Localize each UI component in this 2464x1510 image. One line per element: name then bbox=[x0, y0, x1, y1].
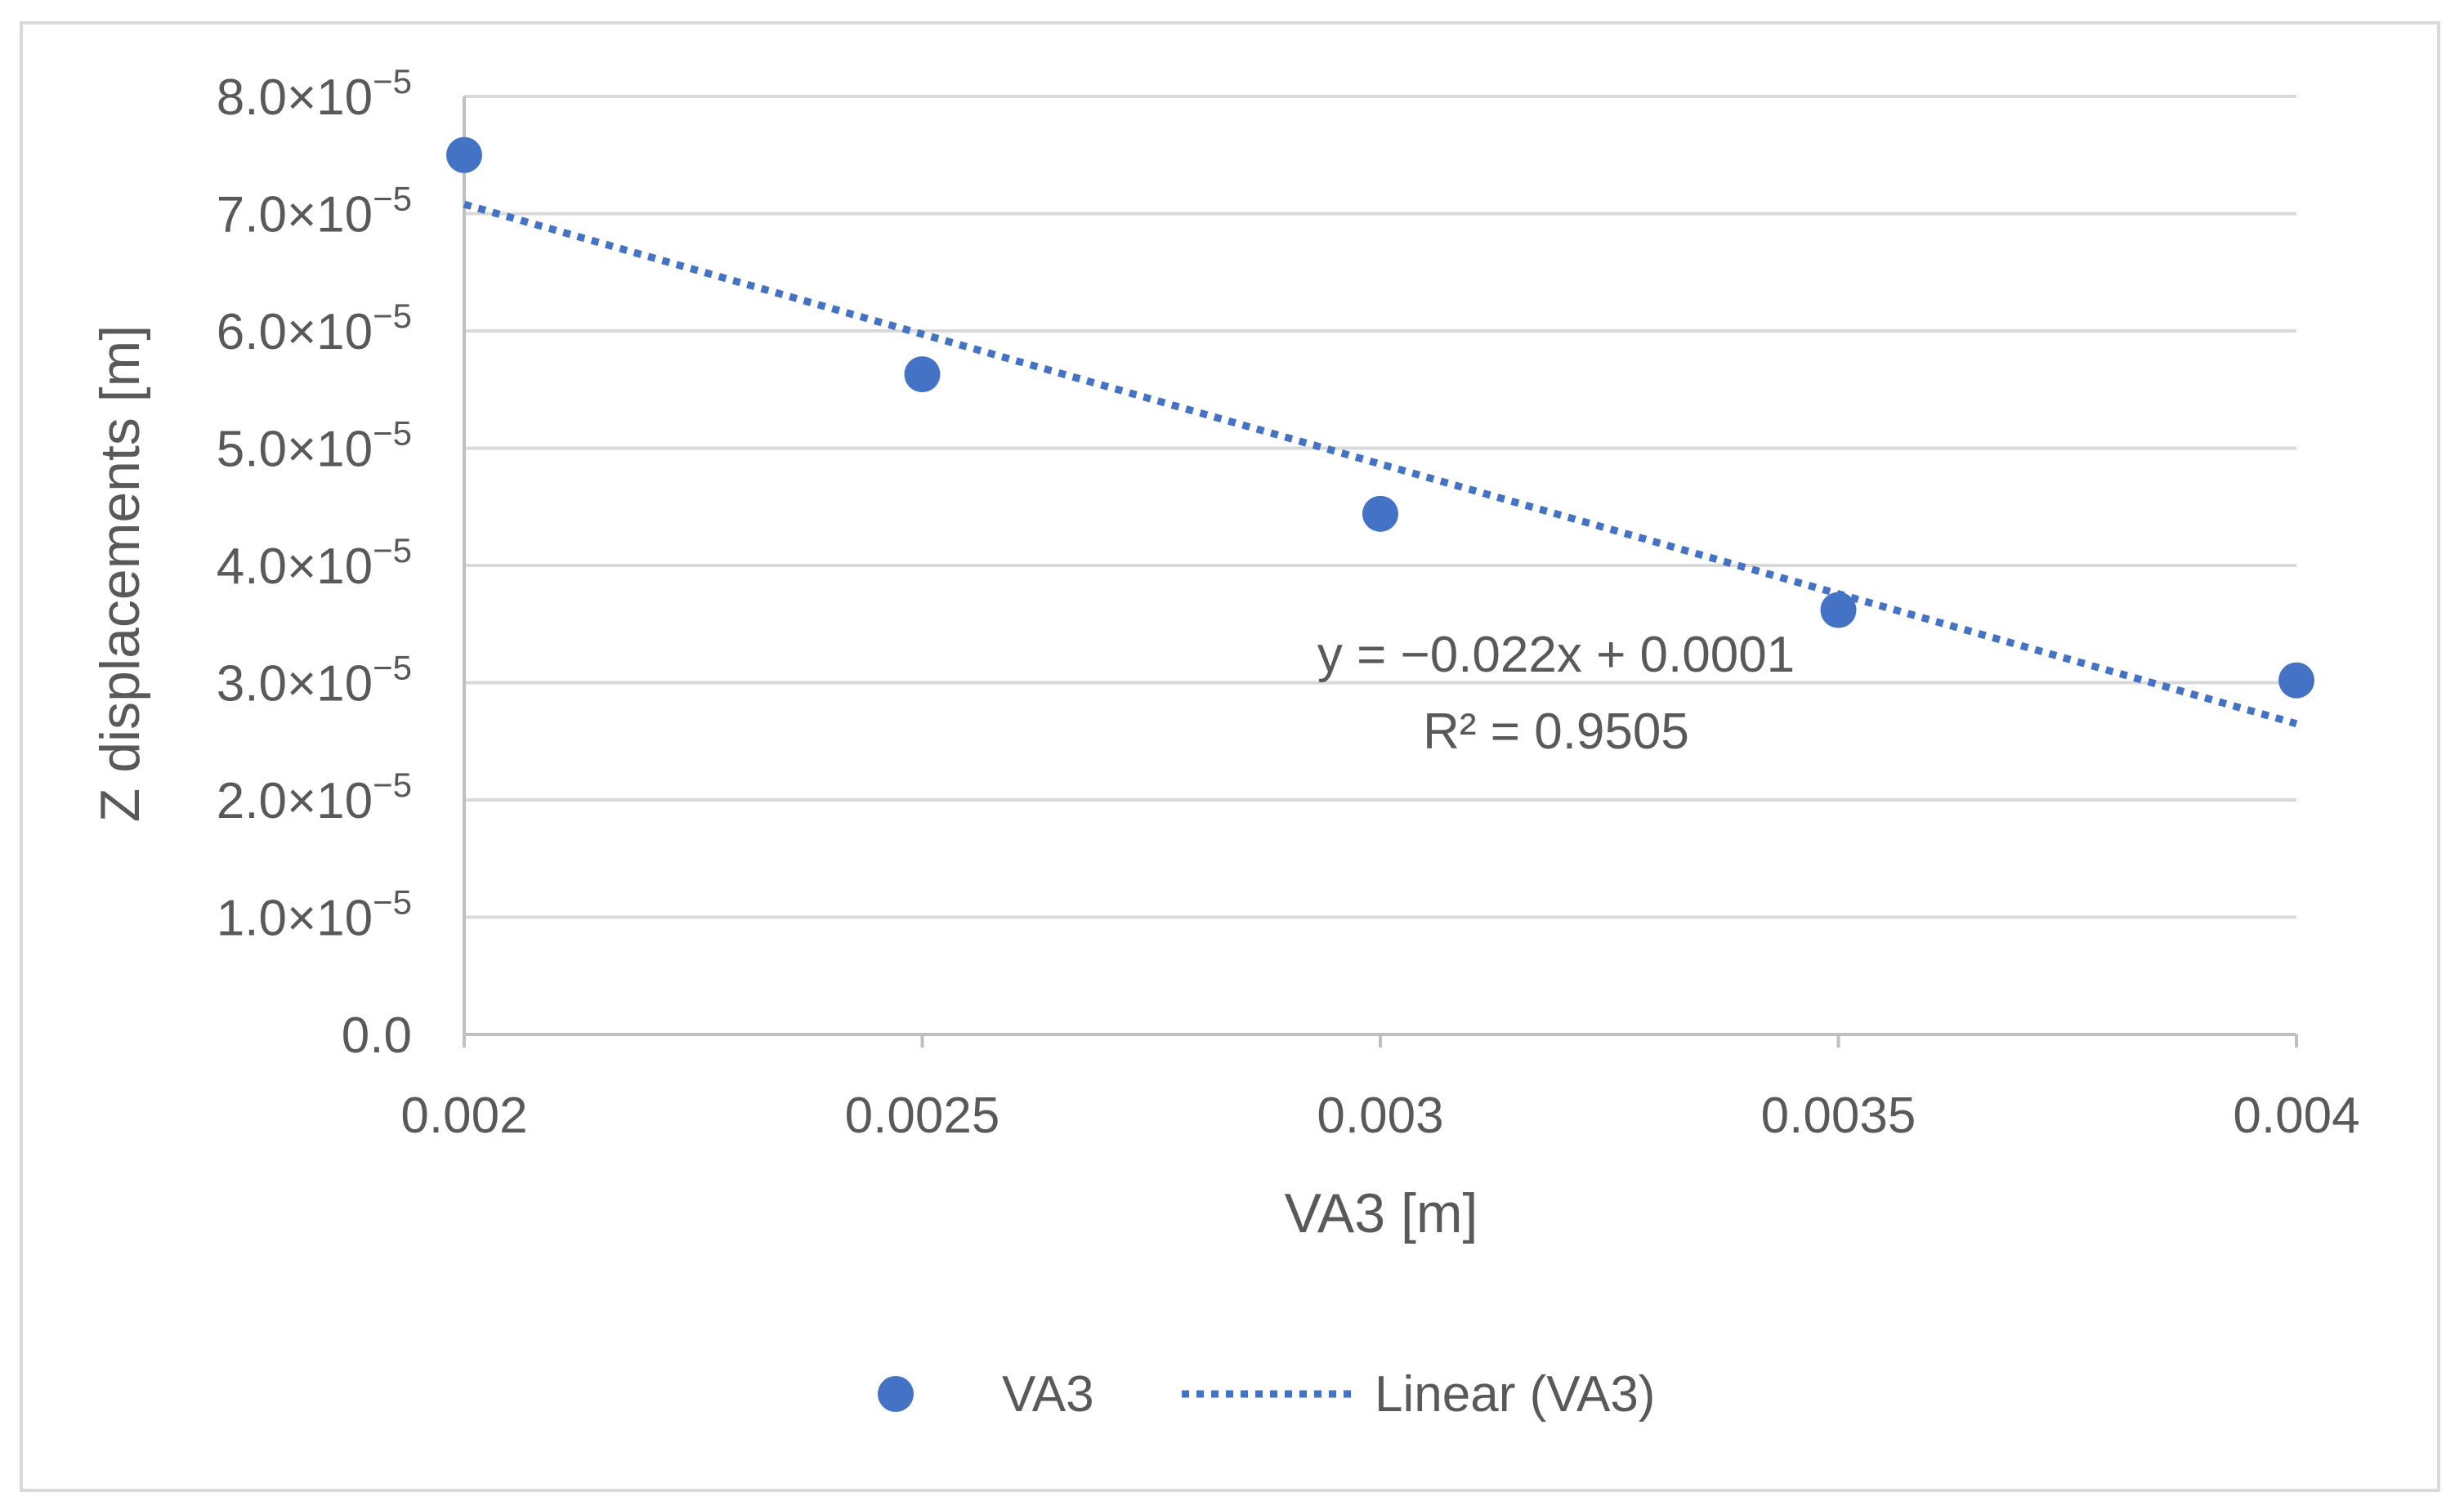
data-point bbox=[446, 136, 482, 173]
y-tick-label: 2.0×10−5 bbox=[217, 766, 412, 829]
x-tick-label: 0.002 bbox=[400, 1088, 527, 1144]
y-tick-label: 5.0×10−5 bbox=[217, 414, 412, 478]
gridlines bbox=[464, 95, 2296, 919]
x-tick-labels: 0.002 0.0025 0.003 0.0035 0.004 bbox=[400, 1088, 2359, 1144]
legend: VA3 Linear (VA3) bbox=[878, 1366, 1655, 1423]
y-tick-label: 3.0×10−5 bbox=[217, 649, 412, 713]
axes bbox=[463, 96, 2298, 1048]
data-point bbox=[1362, 495, 1398, 532]
data-points bbox=[446, 136, 2314, 699]
y-tick-labels: 0.0 1.0×10−5 2.0×10−5 3.0×10−5 4.0×10−5 5.0×1… bbox=[217, 62, 412, 1064]
data-point bbox=[2278, 662, 2314, 699]
x-tick-label: 0.004 bbox=[2233, 1088, 2359, 1144]
y-tick-label: 0.0 bbox=[342, 1007, 412, 1064]
x-axis-title: VA3 [m] bbox=[1285, 1182, 1478, 1244]
y-axis-title: Z displacements [m] bbox=[89, 325, 151, 822]
data-point bbox=[904, 356, 941, 393]
y-tick-label: 1.0×10−5 bbox=[217, 883, 412, 947]
legend-label-va3: VA3 bbox=[1002, 1366, 1094, 1423]
x-tick-label: 0.0035 bbox=[1761, 1088, 1916, 1144]
legend-marker-va3 bbox=[878, 1376, 914, 1412]
y-tick-label: 6.0×10−5 bbox=[217, 297, 412, 360]
chart-frame bbox=[20, 21, 2440, 1492]
trendline-equation: y = −0.022x + 0.0001 bbox=[1317, 627, 1795, 683]
legend-label-trendline: Linear (VA3) bbox=[1375, 1366, 1655, 1423]
x-tick-label: 0.0025 bbox=[845, 1088, 1000, 1144]
data-point bbox=[1820, 592, 1857, 628]
y-tick-label: 7.0×10−5 bbox=[217, 180, 412, 243]
y-tick-label: 4.0×10−5 bbox=[217, 531, 412, 595]
trendline-r-squared: R² = 0.9505 bbox=[1423, 704, 1689, 760]
x-tick-label: 0.003 bbox=[1317, 1088, 1443, 1144]
y-tick-label: 8.0×10−5 bbox=[217, 62, 412, 126]
